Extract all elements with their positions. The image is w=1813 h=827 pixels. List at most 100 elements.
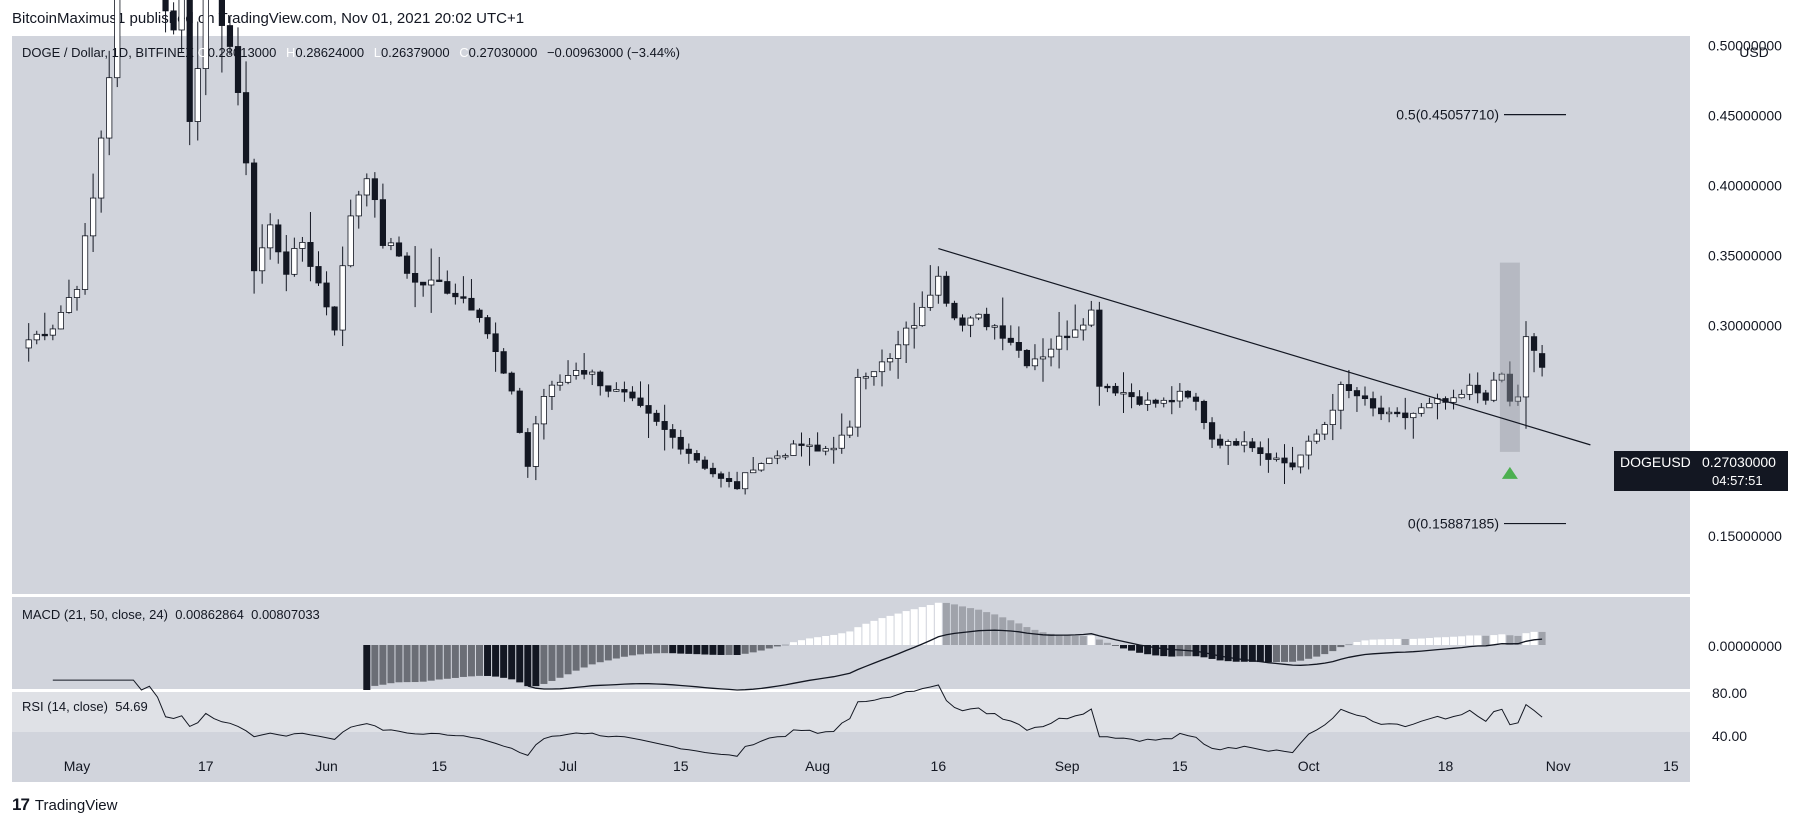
macd-histogram-bar (725, 645, 733, 655)
legend-symbol: DOGE / Dollar, 1D, BITFINEX (22, 45, 194, 60)
candle-body (524, 432, 531, 467)
candle-body (564, 375, 572, 383)
candle-body (822, 448, 829, 452)
price-axis-label: 0.40000000 (1708, 178, 1782, 194)
macd-histogram-bar (476, 645, 483, 676)
macd-histogram-bar (1055, 634, 1063, 645)
candle-body (395, 242, 403, 257)
tradingview-logo[interactable]: 17 (12, 795, 30, 814)
price-axis-label: 0.35000000 (1708, 248, 1782, 264)
macd-histogram-bar (1345, 644, 1353, 646)
breakout-arrow (1501, 466, 1518, 479)
candle-body (1514, 396, 1522, 402)
candle-body (1305, 440, 1312, 456)
candle-body (1015, 342, 1022, 351)
macd-histogram-bar (1498, 634, 1506, 645)
candle-body (1217, 438, 1224, 446)
candle-body (830, 447, 837, 451)
candle-body (742, 472, 749, 490)
rsi-layer (52, 679, 1543, 757)
candle-body (371, 178, 378, 201)
candle-body (283, 251, 290, 275)
macd-histogram-bar (1297, 645, 1305, 661)
macd-histogram-bar (1474, 635, 1482, 645)
highlight-box (1499, 262, 1520, 452)
price-tag-symbol: DOGEUSD (1620, 454, 1691, 470)
candle-body (1120, 392, 1127, 395)
time-axis-label: Sep (1055, 758, 1080, 774)
candle-body (886, 358, 894, 363)
candle-body (194, 68, 201, 122)
time-axis-label: 17 (198, 758, 214, 774)
candle-body (870, 371, 878, 378)
candle-body (90, 197, 97, 237)
macd-histogram-bar (500, 645, 508, 678)
candle-body (1329, 409, 1336, 425)
fib-level-label: 0.5(0.45057710) (1396, 107, 1499, 123)
rsi-value: 54.69 (115, 699, 148, 714)
candle-body (1378, 407, 1385, 415)
macd-histogram-bar (492, 645, 500, 677)
candle-body (774, 455, 781, 459)
macd-histogram-bar (1216, 645, 1224, 661)
macd-histogram-bar (902, 611, 910, 645)
macd-histogram-bar (1015, 623, 1023, 645)
candle-body (685, 448, 692, 454)
macd-histogram-bar (806, 638, 814, 645)
macd-histogram-bar (1321, 645, 1329, 655)
candle-body (436, 279, 443, 282)
candle-body (959, 317, 966, 326)
macd-histogram-bar (1530, 631, 1538, 645)
candle-body (621, 389, 628, 393)
candle-body (355, 194, 362, 217)
candle-body (1345, 384, 1352, 391)
time-axis-label: 15 (1172, 758, 1188, 774)
time-axis-label: 15 (431, 758, 447, 774)
candle-body (299, 242, 306, 249)
macd-histogram-bar (620, 645, 628, 657)
candle-body (186, 0, 193, 122)
macd-histogram-bar (653, 645, 661, 654)
macd-histogram-bar (1240, 645, 1248, 662)
macd-histogram-bar (1111, 645, 1119, 646)
candle-body (1184, 390, 1191, 398)
candle-body (259, 247, 266, 272)
tradingview-brand[interactable]: TradingView (34, 796, 118, 814)
candle-body (846, 426, 853, 436)
candle-body (645, 405, 652, 414)
candle-body (605, 385, 612, 392)
candle-body (935, 275, 942, 296)
candle-body (162, 0, 169, 12)
candle-body (1539, 353, 1546, 368)
legend-change: −0.00963000 (−3.44%) (546, 45, 680, 60)
macd-histogram-bar (419, 645, 427, 682)
legend-close: 0.27030000 (468, 45, 538, 60)
candle-body (379, 199, 387, 246)
macd-histogram-bar (1458, 636, 1466, 645)
macd-histogram-bar (967, 608, 975, 645)
macd-histogram-bar (467, 645, 475, 677)
macd-histogram-bar (451, 645, 459, 678)
macd-histogram-bar (628, 645, 636, 656)
candle-body (452, 292, 459, 298)
macd-histogram-bar (918, 607, 926, 645)
macd-histogram-bar (1369, 639, 1377, 645)
macd-histogram-bar (862, 623, 870, 645)
macd-histogram-bar (524, 645, 532, 687)
candle-body (420, 281, 427, 286)
macd-value-2: 0.00807033 (251, 607, 320, 622)
candle-body (234, 46, 242, 93)
candle-body (1482, 392, 1489, 401)
candle-body (1168, 399, 1175, 403)
candle-body (943, 275, 950, 304)
candle-body (750, 469, 757, 474)
candle-body (613, 389, 620, 392)
candle-body (1176, 390, 1183, 402)
candle-body (170, 10, 177, 31)
macd-histogram-bar (1490, 635, 1498, 645)
macd-histogram-bar (894, 613, 902, 645)
candle-body (1257, 447, 1264, 455)
rsi-title: RSI (14, close) (22, 699, 108, 714)
candle-body (709, 467, 717, 475)
